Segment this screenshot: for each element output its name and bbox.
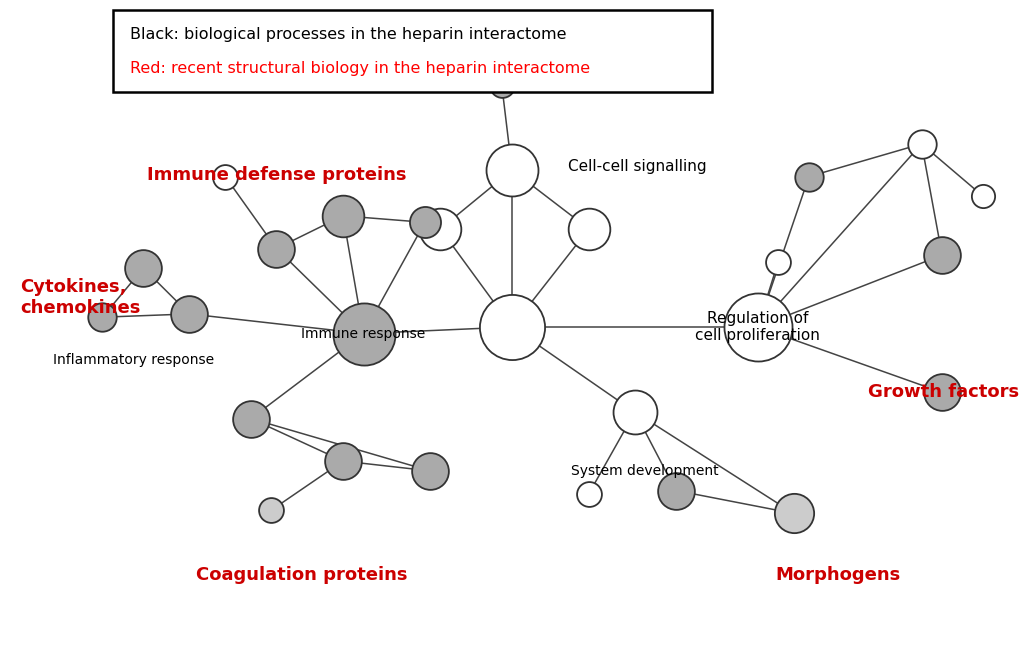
- Point: [268, 243, 285, 254]
- Point: [770, 256, 786, 267]
- Point: [627, 407, 643, 417]
- Point: [355, 328, 372, 339]
- Text: Immune response: Immune response: [301, 326, 426, 341]
- Point: [181, 309, 198, 319]
- Text: Morphogens: Morphogens: [776, 566, 901, 584]
- Point: [94, 312, 111, 322]
- Point: [504, 165, 520, 175]
- Point: [750, 322, 766, 332]
- Text: Immune defense proteins: Immune defense proteins: [146, 166, 407, 184]
- Point: [504, 322, 520, 332]
- Point: [335, 211, 351, 221]
- Point: [263, 505, 280, 515]
- Point: [335, 456, 351, 466]
- Point: [934, 250, 950, 260]
- Text: Growth factors: Growth factors: [867, 383, 1019, 402]
- Point: [581, 224, 597, 234]
- Point: [217, 171, 233, 182]
- Point: [668, 485, 684, 496]
- Text: System development: System development: [571, 464, 719, 478]
- Text: Cytokines,
chemokines: Cytokines, chemokines: [20, 278, 141, 317]
- Text: Cell-cell signalling: Cell-cell signalling: [568, 160, 707, 174]
- Point: [801, 171, 817, 182]
- Point: [422, 466, 438, 476]
- Point: [494, 80, 510, 90]
- Text: Black: biological processes in the heparin interactome: Black: biological processes in the hepar…: [130, 27, 566, 42]
- Point: [417, 217, 433, 228]
- Text: Inflammatory response: Inflammatory response: [52, 353, 214, 367]
- Point: [135, 263, 152, 273]
- Point: [934, 387, 950, 398]
- Point: [913, 139, 930, 149]
- Point: [581, 489, 597, 499]
- Point: [785, 508, 802, 519]
- Point: [975, 191, 991, 201]
- Text: Regulation of
cell proliferation: Regulation of cell proliferation: [695, 311, 820, 343]
- Point: [243, 413, 259, 424]
- FancyBboxPatch shape: [113, 10, 712, 92]
- Text: Red: recent structural biology in the heparin interactome: Red: recent structural biology in the he…: [130, 61, 590, 77]
- Text: Coagulation proteins: Coagulation proteins: [197, 566, 408, 584]
- Point: [432, 224, 449, 234]
